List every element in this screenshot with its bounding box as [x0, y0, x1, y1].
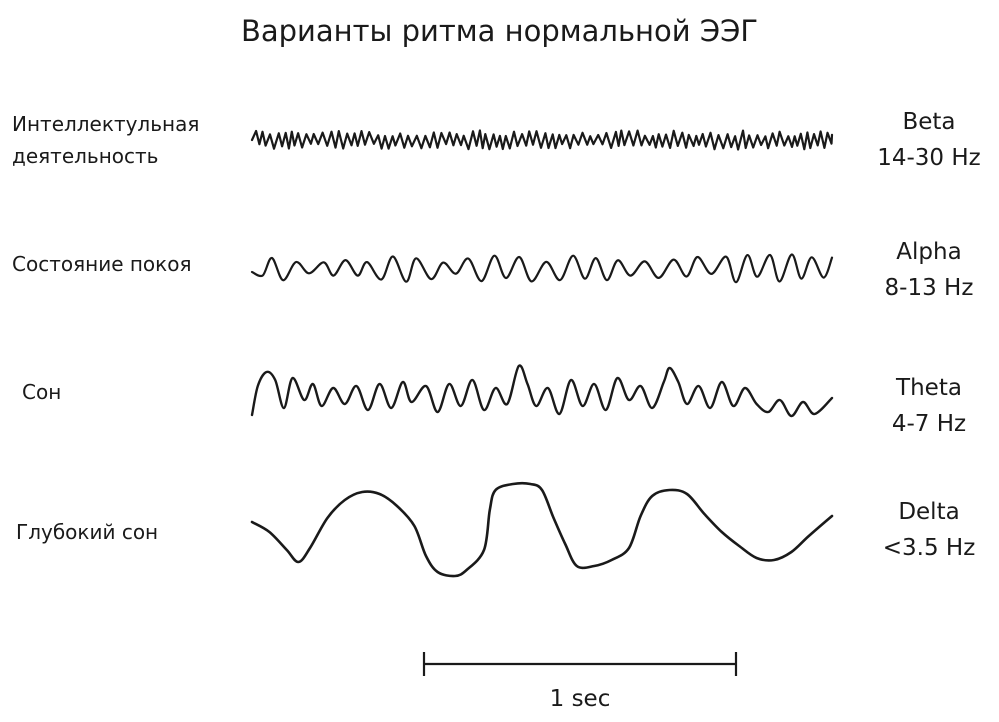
state-label-line: Состояние покоя — [12, 252, 192, 276]
time-scale-label: 1 sec — [549, 686, 611, 712]
rhythm-label-alpha: Alpha 8-13 Hz — [864, 234, 994, 306]
state-label-theta: Сон — [22, 376, 61, 408]
alpha-wave — [250, 253, 834, 284]
state-label-beta: Интеллектульная деятельность — [12, 108, 199, 172]
page-title: Варианты ритма нормальной ЭЭГ — [240, 14, 758, 48]
rhythm-name: Beta — [902, 109, 956, 135]
rhythm-label-delta: Delta <3.5 Hz — [864, 494, 994, 566]
state-label-line: деятельность — [12, 144, 159, 168]
delta-wave — [250, 481, 834, 578]
rhythm-range: <3.5 Hz — [882, 535, 976, 561]
state-label-line: Сон — [22, 380, 62, 404]
time-scale-bar — [422, 652, 738, 676]
state-label-line: Глубокий сон — [16, 520, 159, 544]
rhythm-label-theta: Theta 4-7 Hz — [864, 370, 994, 442]
rhythm-name: Alpha — [896, 239, 962, 265]
rhythm-range: 4-7 Hz — [891, 411, 967, 437]
rhythm-name: Delta — [898, 499, 960, 525]
rhythm-range: 8-13 Hz — [884, 275, 974, 301]
theta-wave — [250, 364, 834, 418]
beta-wave — [250, 129, 834, 151]
state-label-delta: Глубокий сон — [16, 516, 158, 548]
state-label-line: Интеллектульная — [12, 112, 200, 136]
state-label-alpha: Состояние покоя — [12, 248, 192, 280]
rhythm-name: Theta — [896, 375, 962, 401]
rhythm-range: 14-30 Hz — [877, 145, 981, 171]
rhythm-label-beta: Beta 14-30 Hz — [864, 104, 994, 176]
